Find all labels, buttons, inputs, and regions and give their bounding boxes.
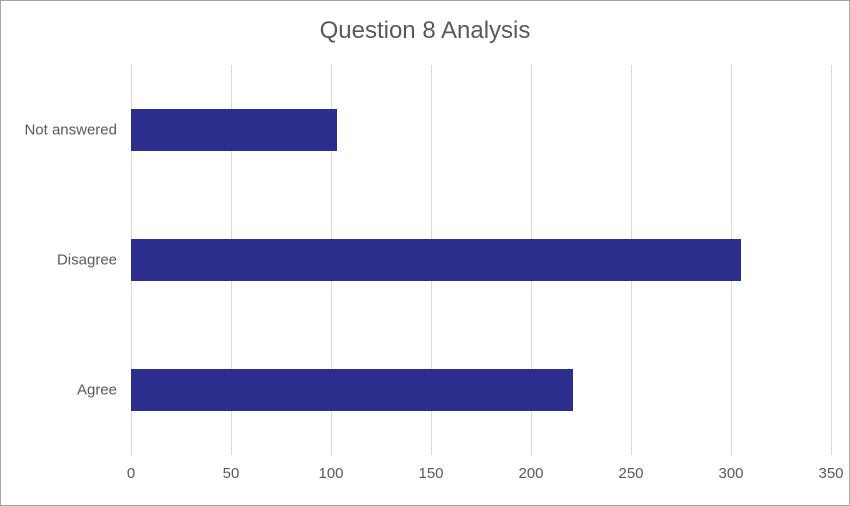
x-tick-label: 0 (127, 465, 135, 482)
plot-area (131, 65, 831, 455)
x-tick-label: 300 (718, 465, 743, 482)
gridline (831, 65, 832, 455)
chart-title: Question 8 Analysis (1, 17, 849, 45)
x-tick-label: 350 (818, 465, 843, 482)
y-tick-label: Not answered (7, 122, 117, 139)
y-tick-label: Agree (7, 382, 117, 399)
x-tick-label: 150 (418, 465, 443, 482)
x-tick-label: 200 (518, 465, 543, 482)
chart-frame: Question 8 Analysis 0 50 100 150 200 250 300 35… (0, 0, 850, 506)
x-tick-label: 50 (223, 465, 240, 482)
bar (131, 369, 573, 412)
x-tick-label: 100 (318, 465, 343, 482)
y-tick-label: Disagree (7, 252, 117, 269)
bar (131, 109, 337, 152)
bar (131, 239, 741, 282)
x-tick-label: 250 (618, 465, 643, 482)
